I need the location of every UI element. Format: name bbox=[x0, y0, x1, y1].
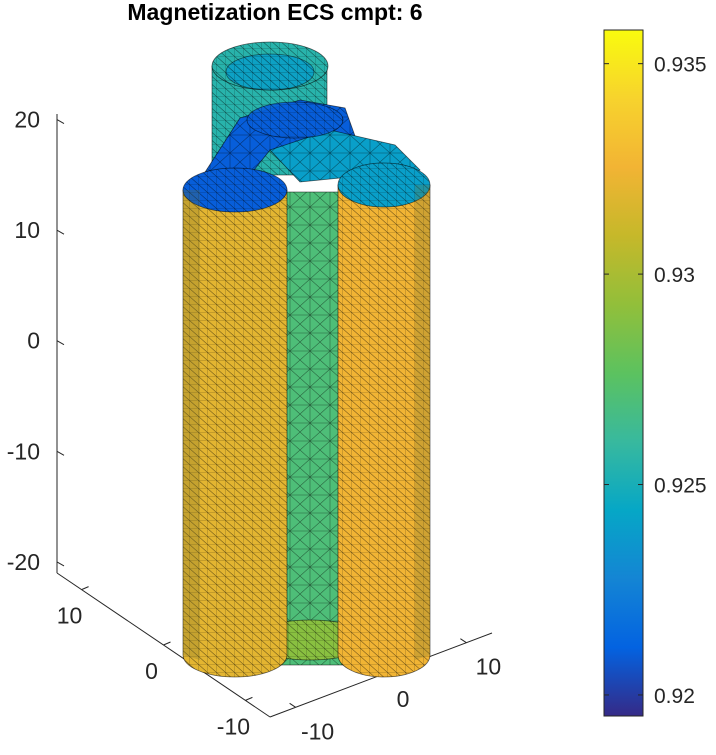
right-cylinder-shade bbox=[415, 185, 430, 660]
z-tick-mark bbox=[56, 561, 65, 567]
chart-title: Magnetization ECS cmpt: 6 bbox=[127, 0, 422, 25]
x-tick-mark bbox=[289, 702, 296, 708]
x-tick-label: 0 bbox=[397, 686, 410, 712]
colorbar-gradient bbox=[603, 29, 644, 717]
z-tick-mark bbox=[56, 340, 65, 346]
colorbar-tick-label: 0.92 bbox=[654, 685, 695, 708]
colorbar-tick-label: 0.935 bbox=[654, 54, 707, 77]
z-tick-label: 0 bbox=[27, 328, 40, 354]
colorbar-tick-label: 0.925 bbox=[654, 475, 707, 498]
colorbar-tick-label: 0.93 bbox=[654, 264, 695, 287]
x-ticks: -10 0 10 bbox=[289, 638, 502, 744]
x-tick-label: 10 bbox=[476, 654, 502, 680]
x-tick-label: -10 bbox=[301, 718, 334, 744]
colorbar-ticks: 0.92 0.925 0.93 0.935 bbox=[604, 54, 707, 708]
x-tick-mark bbox=[460, 638, 467, 644]
colorbar: 0.92 0.925 0.93 0.935 bbox=[603, 29, 707, 717]
y-tick-mark bbox=[81, 586, 89, 591]
z-tick-mark bbox=[56, 119, 65, 124]
y-tick-mark bbox=[245, 696, 253, 701]
y-tick-label: -10 bbox=[217, 713, 250, 739]
z-tick-mark bbox=[56, 229, 65, 235]
y-tick-label: 0 bbox=[145, 658, 158, 684]
left-cylinder-shade bbox=[183, 190, 200, 660]
z-tick-label: 10 bbox=[14, 217, 40, 243]
z-tick-mark bbox=[56, 450, 65, 456]
z-tick-label: -20 bbox=[7, 549, 40, 575]
z-tick-label: 20 bbox=[14, 107, 40, 133]
z-tick-label: -10 bbox=[7, 438, 40, 464]
y-tick-mark bbox=[163, 641, 171, 646]
mesh-object bbox=[182, 41, 431, 678]
y-tick-label: 10 bbox=[57, 603, 83, 629]
z-ticks: -20 -10 0 10 20 bbox=[7, 107, 65, 575]
y-ticks: -10 0 10 bbox=[57, 586, 253, 739]
